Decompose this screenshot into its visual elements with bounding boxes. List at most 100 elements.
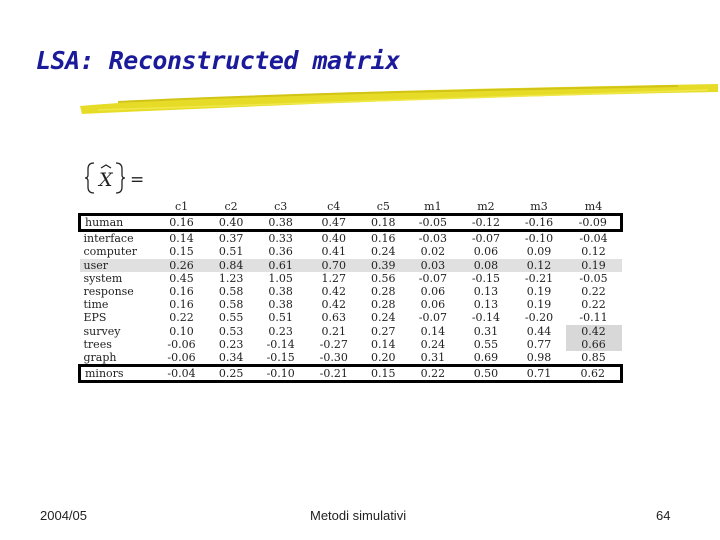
matrix-cell: 0.27 [371,324,396,338]
matrix-cell: -0.14 [471,311,501,325]
matrix-cell: 0.63 [321,311,346,325]
column-header: m3 [530,199,548,213]
matrix-cell: 0.50 [459,364,513,384]
matrix-cell: 0.42 [321,298,346,312]
matrix-cell: -0.15 [266,350,295,364]
matrix-cell: 0.56 [371,271,396,285]
column-header: c4 [327,199,341,213]
matrix-cell: 0.53 [218,324,244,338]
matrix-cell: 0.38 [268,298,293,312]
footer-page-number: 64 [656,508,671,523]
matrix-cell: 0.58 [218,285,244,299]
matrix-cell: 0.15 [169,245,194,259]
matrix-cell: 0.69 [473,350,499,364]
row-term: interface [83,232,134,246]
matrix-cell: 0.47 [307,212,361,233]
matrix-cell: 0.22 [581,298,606,312]
table-row: computer 0.15 0.51 0.36 0.41 0.24 0.02 0… [80,245,622,258]
matrix-cell-highlighted: 0.42 [565,324,622,338]
matrix-cell: 0.16 [155,212,209,233]
matrix-cell: -0.06 [167,350,196,364]
matrix-cell: 0.14 [169,232,194,246]
formula-symbol: X [97,169,114,191]
matrix-cell: 0.24 [371,245,396,259]
matrix-cell: 0.77 [526,337,552,351]
matrix-cell: 0.19 [565,258,622,272]
matrix-cell: 0.37 [218,232,244,246]
table-row: graph -0.06 0.34 -0.15 -0.30 0.20 0.31 0… [80,351,622,366]
matrix-cell: 1.05 [268,271,293,285]
row-term: time [83,298,109,312]
matrix-cell: -0.15 [471,271,501,285]
reconstructed-matrix: c1 c2 c3 c4 c5 m1 m2 m3 m4 human 0.16 0.… [78,199,623,384]
matrix-cell: 0.31 [420,350,446,364]
matrix-cell: -0.03 [418,232,447,246]
matrix-cell: 0.13 [473,285,499,299]
matrix-cell: 0.45 [169,271,194,285]
matrix-cell: 0.16 [169,285,194,299]
matrix-cell: -0.10 [254,364,308,384]
matrix-cell: -0.14 [266,337,295,351]
matrix-cell: 0.12 [581,245,606,259]
matrix-cell: 0.26 [155,258,209,272]
row-term: system [83,271,123,285]
row-term: user [79,258,155,272]
matrix-cell: -0.04 [579,232,608,246]
title-underline-brushstroke [80,84,718,114]
matrix-cell: 0.24 [420,337,446,351]
row-term: minors [78,364,155,384]
matrix-cell: 0.58 [218,298,244,312]
matrix-cell: 0.16 [169,298,194,312]
matrix-cell: 0.39 [360,258,407,272]
table-row-human-highlighted: human 0.16 0.40 0.38 0.47 0.18 -0.05 -0.… [78,212,623,233]
column-header: c2 [224,199,238,213]
matrix-cell: 0.34 [218,350,244,364]
matrix-cell: 0.19 [526,298,552,312]
matrix-cell: 0.62 [565,364,623,384]
column-header: c1 [174,199,189,213]
table-row: survey 0.10 0.53 0.23 0.21 0.27 0.14 0.3… [80,324,622,338]
matrix-cell: 1.27 [321,271,346,285]
column-header: m1 [424,199,442,213]
matrix-cell: 0.23 [268,324,293,338]
matrix-cell: 0.24 [371,311,396,325]
matrix-cell: -0.20 [524,311,554,325]
matrix-cell: 0.36 [268,245,293,259]
matrix-cell: -0.07 [418,311,447,325]
row-term: EPS [83,311,107,325]
table-row: system 0.45 1.23 1.05 1.27 0.56 -0.07 -0… [80,272,622,285]
table-row: EPS 0.22 0.55 0.51 0.63 0.24 -0.07 -0.14… [80,311,622,324]
column-header: m4 [584,199,603,213]
matrix-cell: 0.13 [473,298,499,312]
matrix-cell: -0.21 [524,271,554,285]
matrix-cell: 0.98 [526,350,552,364]
matrix-cell: 0.16 [371,232,396,246]
matrix-cell: -0.06 [167,337,196,351]
matrix-cell: 0.02 [420,245,446,259]
matrix-cell: -0.04 [155,364,209,384]
matrix-cell: 0.14 [420,324,446,338]
matrix-cell: 0.40 [321,232,346,246]
matrix-cell: 0.61 [254,258,308,272]
matrix-cell: 0.28 [371,298,396,312]
matrix-cell: 0.06 [420,298,446,312]
formula-equals: = [130,170,144,190]
table-row: response 0.16 0.58 0.38 0.42 0.28 0.06 0… [80,285,622,298]
matrix-cell: -0.05 [406,212,460,233]
matrix-cell: 0.15 [360,364,407,384]
row-term: trees [83,337,112,351]
matrix-cell: 0.33 [268,232,293,246]
matrix-cell: 0.10 [169,324,194,338]
matrix-cell: 0.70 [307,258,361,272]
matrix-cell: 0.25 [208,364,255,384]
row-term: response [83,285,134,299]
column-header: m2 [477,199,495,213]
table-row-shaded: user 0.26 0.84 0.61 0.70 0.39 0.03 0.08 … [79,258,622,272]
matrix-cell: 0.08 [459,258,513,272]
matrix-cell: -0.16 [512,212,566,233]
matrix-cell: 0.09 [526,245,552,259]
matrix-cell: 0.19 [526,285,552,299]
matrix-cell: 1.23 [218,271,244,285]
column-header: c3 [274,199,288,213]
matrix-cell: -0.07 [418,271,447,285]
